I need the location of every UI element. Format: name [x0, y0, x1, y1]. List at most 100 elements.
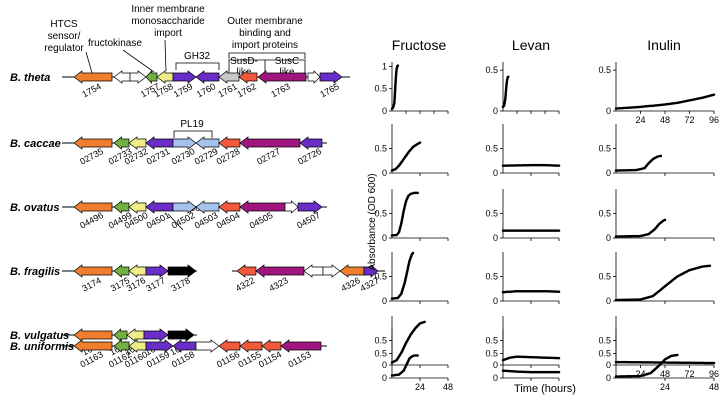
growth-panel: 00.5	[485, 189, 561, 243]
growth-panel: 00.524 48	[598, 329, 719, 392]
x-tick-label: 96	[709, 369, 719, 379]
gene-arrow	[239, 136, 301, 150]
htcs-label-1: HTCS	[50, 19, 78, 30]
column-header-levan: Levan	[512, 37, 550, 53]
growth-panel: 00.5	[374, 189, 449, 243]
organism-name: B. caccae	[10, 138, 61, 150]
gene-id-label: 02731	[145, 146, 172, 167]
gene-arrow	[126, 328, 145, 342]
data-point	[708, 264, 712, 267]
y-tick-label: 0.5	[598, 144, 611, 154]
data-point	[659, 154, 663, 158]
gene-arrow	[113, 70, 131, 84]
data-point	[416, 191, 419, 195]
y-tick-label: 0.5	[374, 209, 387, 219]
x-tick-label: 24	[415, 382, 425, 392]
organism-name: B. theta	[10, 72, 50, 84]
growth-panel: 00.5	[374, 316, 449, 370]
inner-membrane-label-1: Inner membrane	[131, 4, 205, 15]
data-point	[416, 354, 419, 357]
y-tick-label: 1	[382, 61, 387, 71]
gene-arrow	[167, 328, 195, 342]
gene-arrow	[319, 70, 343, 84]
y-tick-label: 0.5	[374, 84, 387, 94]
x-tick-label: 96	[709, 115, 719, 125]
outer-membrane-label-1: Outer membrane	[227, 16, 303, 27]
y-tick-label: 0.5	[374, 144, 387, 154]
y-tick-label: 0	[382, 296, 387, 306]
growth-panel: 00.5	[598, 124, 715, 178]
gene-arrow	[239, 200, 286, 214]
gene-arrow	[255, 264, 305, 278]
gene-id-label: 04501	[145, 210, 172, 231]
y-tick-label: 0	[493, 373, 498, 383]
growth-panel: 00.5	[485, 62, 560, 116]
data-point	[423, 320, 426, 324]
gene-arrow	[195, 339, 220, 353]
gene-arrow	[73, 339, 113, 353]
y-axis-label: Absorbance (OD 600)	[367, 173, 378, 270]
pl19-label: PL19	[180, 119, 204, 130]
gene-id-label: 4322	[234, 275, 256, 293]
x-tick-label: 72	[684, 115, 694, 125]
gene-id-label: 02728	[215, 146, 242, 167]
inner-membrane-label-3: import	[154, 28, 182, 39]
outer-membrane-label-3: import proteins	[232, 40, 298, 51]
gene-arrow	[145, 200, 174, 214]
column-headers: Fructose Levan Inulin	[392, 37, 681, 53]
htcs-label-2: sensor/	[48, 31, 81, 42]
y-tick-label: 0.5	[485, 349, 498, 359]
y-tick-label: 0.5	[598, 349, 611, 359]
organism-name: B. vulgatus	[10, 330, 69, 342]
gene-arrow	[236, 264, 257, 278]
fructokinase-label: fructokinase	[88, 38, 142, 49]
growth-panel: 00.524 48 72 96	[598, 62, 719, 125]
x-tick-label: 48	[709, 382, 719, 392]
data-point	[557, 356, 561, 360]
data-point	[507, 75, 510, 78]
gene-id-label: 04504	[215, 210, 242, 231]
gh32-label: GH32	[184, 51, 211, 62]
y-tick-label: 0.5	[598, 209, 611, 219]
gene-arrow	[145, 136, 174, 150]
gene-arrow	[307, 70, 321, 84]
y-tick-label: 0	[382, 106, 387, 116]
data-point	[557, 229, 561, 232]
growth-panel: 00.524 48	[374, 329, 453, 392]
growth-panel: 00.524 48 72 96	[598, 316, 719, 379]
data-point	[411, 251, 415, 255]
gene-arrow	[113, 264, 130, 278]
gene-id-label: 3174	[80, 275, 102, 293]
gene-arrow	[156, 70, 174, 84]
growth-panel: 00.5	[374, 251, 449, 306]
gene-arrow	[172, 70, 197, 84]
gene-arrow	[238, 70, 258, 84]
data-point	[676, 353, 679, 357]
growth-panel: 00.5	[485, 124, 561, 178]
gene-arrow	[128, 264, 147, 278]
data-point	[557, 290, 561, 293]
y-tick-label: 0	[493, 296, 498, 306]
x-tick-label: 48	[443, 382, 453, 392]
gene-arrow	[73, 328, 113, 342]
y-tick-label: 0	[382, 360, 387, 370]
y-tick-label: 0.5	[374, 272, 387, 282]
growth-panel: 00.5	[485, 252, 561, 306]
y-tick-label: 0.5	[374, 349, 387, 359]
x-tick-label: 48	[660, 369, 670, 379]
column-header-fructose: Fructose	[392, 37, 447, 53]
growth-panel: 00.5	[485, 329, 561, 383]
annotations: HTCS sensor/ regulator fructokinase Inne…	[44, 4, 306, 231]
growth-panel: 00.5	[598, 252, 715, 306]
y-tick-label: 0	[606, 373, 611, 383]
gene-arrow	[363, 264, 379, 278]
gene-id-label: 1760	[195, 81, 217, 99]
susd-label-1: SusD-	[230, 56, 258, 67]
y-tick-label: 0.5	[374, 336, 387, 346]
gene-arrow	[73, 200, 113, 214]
gene-id-label: 02726	[296, 146, 323, 167]
y-tick-label: 0.5	[485, 209, 498, 219]
